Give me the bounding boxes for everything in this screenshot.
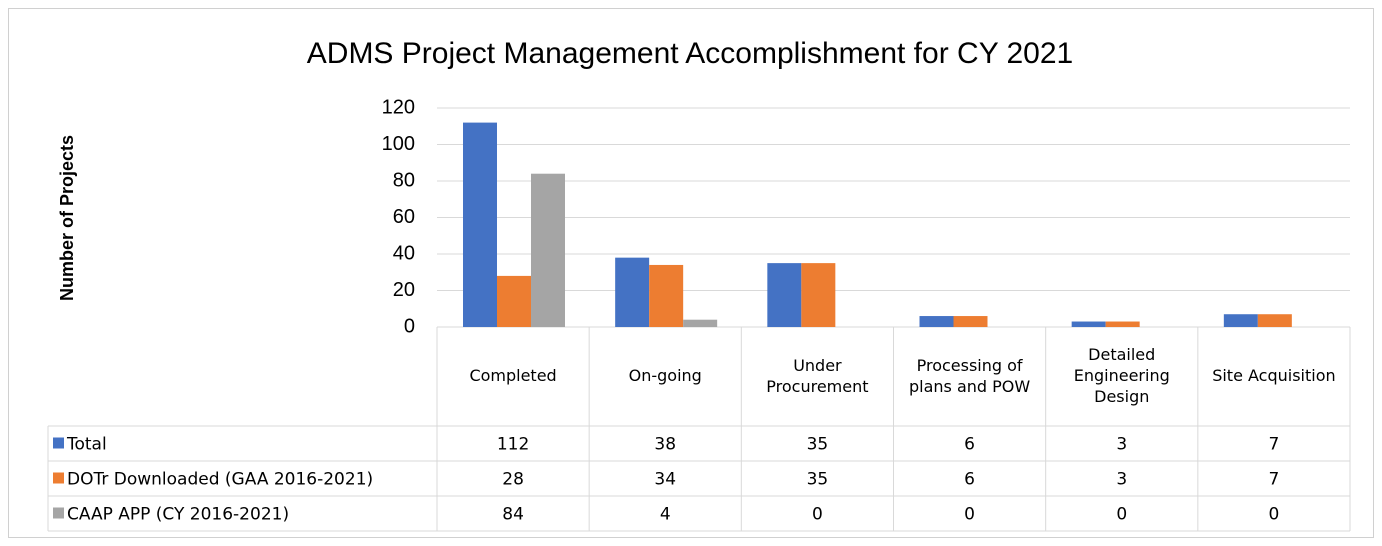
table-value: 7 — [1269, 435, 1280, 455]
table-value: 3 — [1116, 435, 1127, 455]
bar — [767, 263, 802, 327]
table-value: 28 — [502, 470, 524, 490]
x-tick-label: Under Procurement — [766, 355, 869, 396]
bar — [683, 319, 718, 327]
y-tick-label: 80 — [393, 169, 415, 191]
y-tick-label: 100 — [382, 133, 415, 155]
x-tick-label: Detailed Engineering Design — [1073, 345, 1170, 406]
table-value: 6 — [964, 435, 975, 455]
y-tick-label: 20 — [393, 279, 415, 301]
bar — [801, 263, 836, 327]
table-value: 0 — [1269, 505, 1280, 525]
y-tick-label: 0 — [404, 315, 415, 337]
x-tick-label: Completed — [469, 366, 557, 386]
legend-label: Total — [66, 435, 107, 455]
table-value: 35 — [807, 435, 829, 455]
x-tick-label-box: Completed — [469, 366, 557, 386]
x-tick-label-box: On-going — [628, 366, 702, 386]
bar — [919, 316, 954, 327]
table-value: 3 — [1116, 470, 1127, 490]
x-tick-label-box: Under Procurement — [766, 355, 869, 396]
table-value: 0 — [964, 505, 975, 525]
bar — [615, 257, 650, 327]
x-tick-label-box: Site Acquisition — [1212, 366, 1336, 386]
table-value: 34 — [654, 470, 676, 490]
table-value: 7 — [1269, 470, 1280, 490]
bar — [1071, 321, 1106, 327]
table-value: 35 — [807, 470, 829, 490]
bar — [649, 264, 684, 327]
x-tick-label: On-going — [628, 366, 702, 386]
legend-label: DOTr Downloaded (GAA 2016-2021) — [67, 470, 373, 490]
bar — [497, 275, 531, 327]
bar — [1105, 321, 1140, 327]
bar — [463, 122, 497, 327]
y-tick-label: 60 — [393, 206, 415, 228]
legend-swatch — [53, 437, 64, 449]
table-value: 38 — [654, 435, 676, 455]
table-value: 0 — [812, 505, 823, 525]
legend-swatch — [53, 472, 64, 484]
x-tick-label-box: Processing of plans and POW — [908, 355, 1031, 396]
table-value: 84 — [502, 505, 524, 525]
y-tick-label: 120 — [382, 96, 415, 118]
table-value: 0 — [1116, 505, 1127, 525]
bar — [953, 316, 988, 327]
bar — [531, 173, 565, 327]
y-axis-label: Number of Projects — [57, 135, 77, 301]
x-tick-label: Processing of plans and POW — [908, 355, 1031, 396]
x-tick-label-box: Detailed Engineering Design — [1073, 345, 1170, 406]
bar — [1257, 314, 1292, 327]
bar — [1223, 314, 1258, 327]
table-value: 112 — [497, 435, 529, 455]
table-value: 6 — [964, 470, 975, 490]
table-value: 4 — [660, 505, 671, 525]
chart-title: ADMS Project Management Accomplishment f… — [307, 37, 1073, 70]
legend-swatch — [53, 507, 64, 519]
x-tick-label: Site Acquisition — [1212, 366, 1336, 386]
chart-border — [8, 8, 1374, 538]
y-tick-label: 40 — [393, 242, 415, 264]
legend-label: CAAP APP (CY 2016-2021) — [67, 505, 289, 525]
